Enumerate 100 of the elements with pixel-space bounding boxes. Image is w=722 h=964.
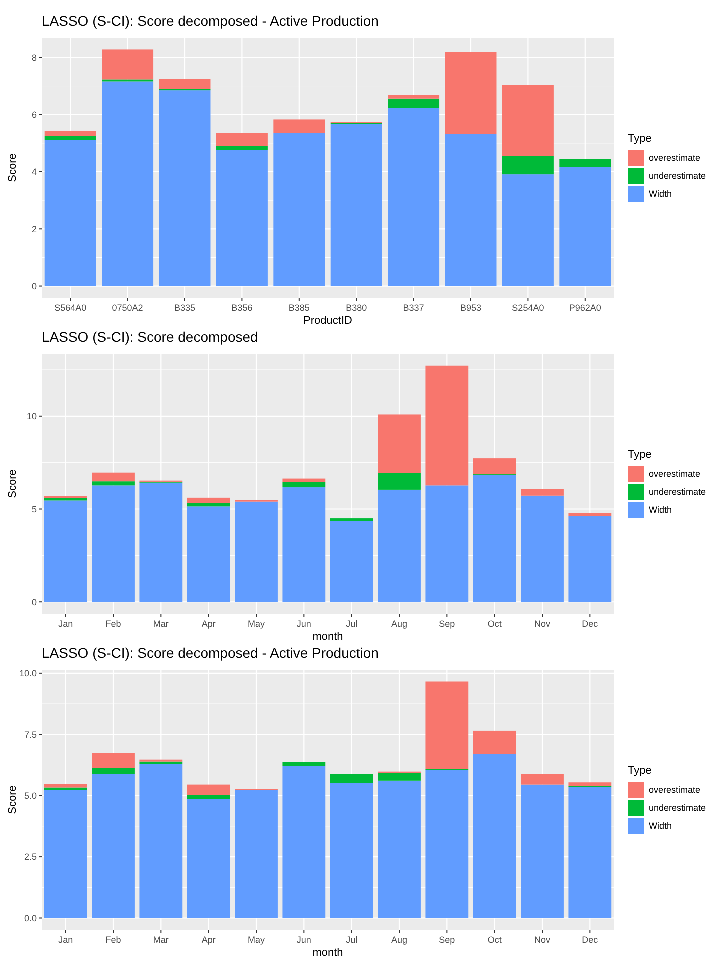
x-tick-label: Oct: [488, 935, 502, 945]
bar: [378, 490, 421, 602]
bar: [388, 95, 440, 99]
bar: [521, 496, 564, 602]
bar: [140, 762, 183, 764]
x-tick-label: Apr: [202, 619, 216, 629]
x-tick-label: Sep: [439, 619, 456, 629]
x-tick-label: Jul: [346, 619, 358, 629]
bar: [502, 85, 554, 156]
bar: [92, 753, 135, 768]
x-tick-label: B356: [232, 303, 253, 313]
bar: [445, 134, 497, 286]
bar: [560, 159, 612, 168]
legend-label: underestimate: [649, 171, 706, 181]
y-axis-title: Score: [7, 154, 19, 182]
bar: [521, 774, 564, 785]
x-tick-label: B335: [174, 303, 196, 313]
y-tick-label: 4: [32, 167, 37, 178]
x-axis-title: month: [312, 947, 344, 959]
x-tick-label: Sep: [439, 935, 456, 945]
legend-label: overestimate: [649, 469, 701, 479]
bar: [426, 682, 469, 770]
y-tick-label: 10.0: [19, 668, 37, 679]
y-tick-label: 0.0: [24, 913, 37, 924]
bar: [44, 131, 96, 136]
legend-label: overestimate: [649, 785, 701, 795]
y-tick-label: 7.5: [24, 730, 37, 740]
bar: [426, 770, 469, 918]
bar: [282, 482, 326, 488]
bar: [44, 784, 88, 788]
bar: [92, 472, 135, 482]
x-axis-title: ProductID: [304, 315, 353, 327]
y-tick-label: 8: [32, 52, 37, 63]
x-tick-label: Dec: [582, 935, 599, 945]
bar: [426, 486, 469, 602]
bar: [235, 502, 278, 602]
chart-title: LASSO (S-CI): Score decomposed - Active Production: [42, 645, 379, 661]
bar: [102, 82, 154, 286]
legend-label: overestimate: [649, 153, 701, 163]
bar: [521, 489, 564, 496]
x-tick-label: Mar: [153, 619, 169, 629]
bar: [44, 500, 88, 602]
bar: [187, 504, 230, 507]
bar: [140, 482, 183, 602]
x-tick-label: B385: [288, 303, 310, 313]
bar: [378, 473, 421, 490]
x-tick-label: Mar: [153, 935, 169, 945]
bar: [216, 133, 268, 146]
bar: [187, 784, 230, 796]
x-tick-label: Dec: [582, 619, 599, 629]
bar: [388, 98, 440, 108]
bar: [445, 52, 497, 134]
x-tick-label: Nov: [534, 935, 551, 945]
x-tick-label: Jun: [296, 935, 312, 945]
bar: [187, 506, 230, 602]
bar: [502, 174, 554, 286]
x-tick-label: S564A0: [54, 303, 87, 313]
bar: [426, 366, 469, 486]
bar: [216, 150, 268, 286]
x-tick-label: May: [248, 619, 266, 629]
bar: [44, 790, 88, 918]
bar: [92, 774, 135, 918]
y-axis-title: Score: [7, 786, 19, 814]
bar: [502, 156, 554, 175]
bar: [159, 90, 211, 286]
bar: [92, 486, 135, 602]
bar: [159, 79, 211, 90]
bar: [521, 784, 564, 918]
legend-label: underestimate: [649, 487, 706, 497]
x-tick-label: Jan: [58, 935, 74, 945]
bar: [44, 140, 96, 286]
bar: [330, 774, 374, 784]
legend-label: Width: [649, 821, 672, 831]
bar: [568, 787, 612, 918]
bar: [274, 133, 326, 286]
bar: [378, 773, 421, 781]
x-tick-label: Feb: [106, 935, 122, 945]
x-tick-label: 0750A2: [112, 303, 144, 313]
x-tick-label: S254A0: [512, 303, 544, 313]
x-tick-label: B953: [460, 303, 482, 313]
bar: [92, 768, 135, 774]
y-tick-label: 5: [32, 504, 37, 514]
x-tick-label: Aug: [391, 935, 408, 945]
y-tick-label: 2: [32, 224, 37, 234]
x-axis-title: month: [312, 631, 344, 643]
bar: [282, 478, 326, 482]
bar: [473, 475, 516, 602]
legend-title: Type: [628, 133, 652, 145]
y-tick-label: 2.5: [24, 852, 37, 862]
x-tick-label: Apr: [202, 935, 216, 945]
bar: [330, 518, 374, 522]
x-tick-label: B380: [346, 303, 368, 313]
bar: [388, 108, 440, 286]
bar: [330, 124, 382, 286]
bar: [282, 766, 326, 918]
x-tick-label: Jan: [58, 619, 74, 629]
legend-label: underestimate: [649, 803, 706, 813]
bar: [282, 488, 326, 602]
bar: [568, 516, 612, 602]
bar: [235, 790, 278, 918]
